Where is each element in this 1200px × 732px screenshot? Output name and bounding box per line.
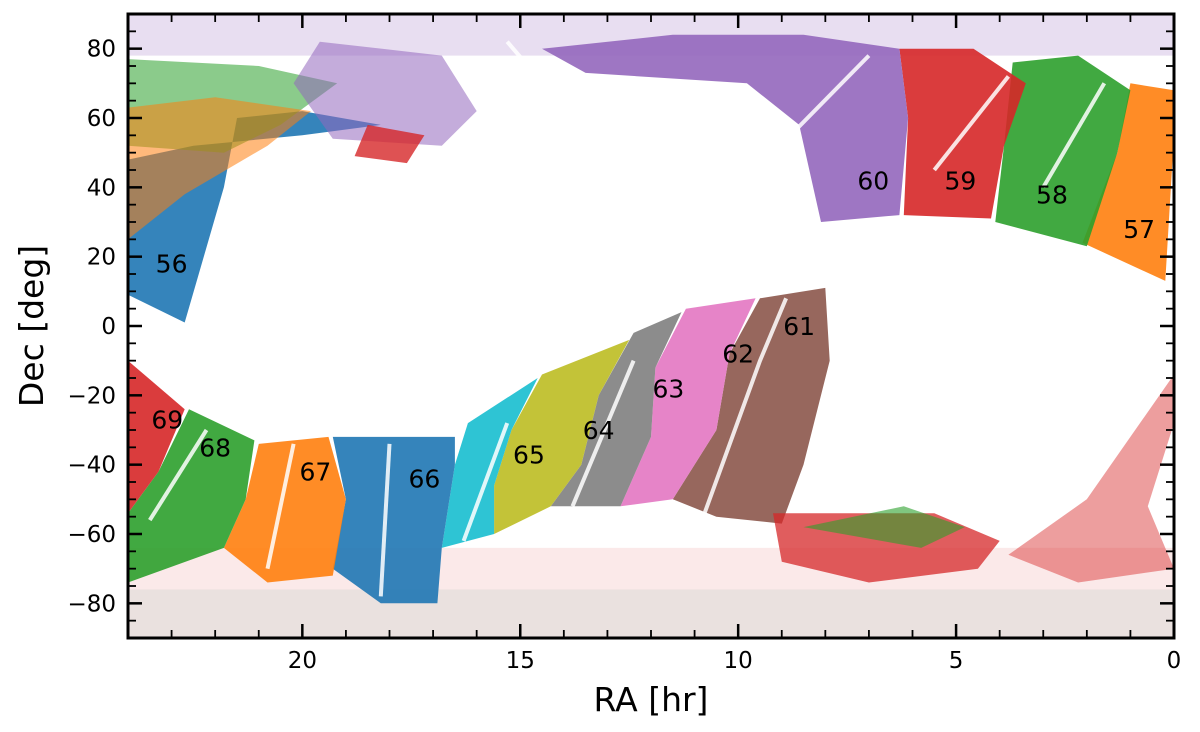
sector-label-63: 63	[653, 374, 685, 403]
sector-68-footprint	[128, 409, 255, 583]
sector-label-61: 61	[783, 312, 815, 341]
ccd-gap-line	[570, 359, 636, 508]
y-tick-label: 20	[87, 245, 116, 271]
sector-67-footprint	[223, 436, 346, 583]
sector-label-67: 67	[300, 458, 332, 487]
y-axis-label: Dec [deg]	[12, 245, 51, 407]
sector-57-footprint	[128, 97, 311, 240]
y-tick-label: −40	[67, 453, 116, 479]
y-tick-label: −60	[67, 522, 116, 548]
ccd-gap-line	[932, 75, 1010, 172]
sector-64-footprint	[494, 339, 630, 534]
x-tick-label: 15	[506, 648, 535, 674]
sector-label-64: 64	[583, 416, 615, 445]
ccd-gap-line	[1041, 82, 1107, 189]
y-tick-label: 60	[87, 106, 116, 132]
sector-label-57: 57	[1123, 215, 1155, 244]
sector-57-footprint	[1082, 83, 1174, 281]
sector-63-footprint	[550, 312, 682, 507]
x-tick-label: 0	[1167, 648, 1182, 674]
sector-label-65: 65	[513, 440, 545, 469]
ccd-gap-line	[148, 428, 209, 522]
y-tick-label: 40	[87, 175, 116, 201]
sector-61-footprint	[672, 287, 830, 524]
sector-labels: 56 57 58 59 60 61 62 63 64 65 66 67 68 69	[151, 166, 1155, 493]
ccd-gap-line	[789, 54, 871, 137]
sector-60-footprint	[293, 41, 477, 146]
y-tick-label: 80	[87, 37, 116, 63]
ccd-gap-line	[461, 422, 510, 542]
ccd-gap-line	[505, 40, 601, 189]
y-tick-label: −20	[67, 383, 116, 409]
sector-60-footprint	[542, 34, 909, 222]
sector-label-66: 66	[408, 465, 440, 494]
sector-59-footprint	[354, 124, 425, 164]
ccd-gap-line	[265, 443, 296, 570]
sector-label-58: 58	[1036, 180, 1068, 209]
ccd-gap-line	[701, 297, 788, 518]
axis-ticks: 20 15 10 5 0 80 60 40 20 0 −20 −40 −60 −80	[67, 14, 1181, 674]
sector-label-62: 62	[722, 340, 754, 369]
sector-66-footprint	[332, 436, 455, 604]
sector-69-footprint	[1008, 374, 1174, 583]
sector-65-footprint	[441, 378, 538, 548]
sector-label-59: 59	[945, 166, 977, 195]
ccd-gap-line	[378, 443, 392, 597]
ccd-gap-line	[204, 151, 291, 258]
x-axis-label: RA [hr]	[594, 680, 709, 719]
sector-62-footprint	[620, 298, 756, 507]
y-tick-label: 0	[101, 314, 116, 340]
y-tick-label: −80	[67, 591, 116, 617]
x-tick-label: 20	[288, 648, 317, 674]
sector-58-footprint	[803, 506, 965, 548]
sector-69-footprint	[128, 360, 185, 514]
observed-sky-regions	[128, 14, 1174, 638]
sector-label-68: 68	[199, 433, 231, 462]
x-tick-label: 5	[949, 648, 964, 674]
sector-label-56: 56	[156, 250, 188, 279]
sector-label-69: 69	[151, 406, 183, 435]
sector-label-60: 60	[857, 166, 889, 195]
x-tick-label: 10	[724, 648, 753, 674]
